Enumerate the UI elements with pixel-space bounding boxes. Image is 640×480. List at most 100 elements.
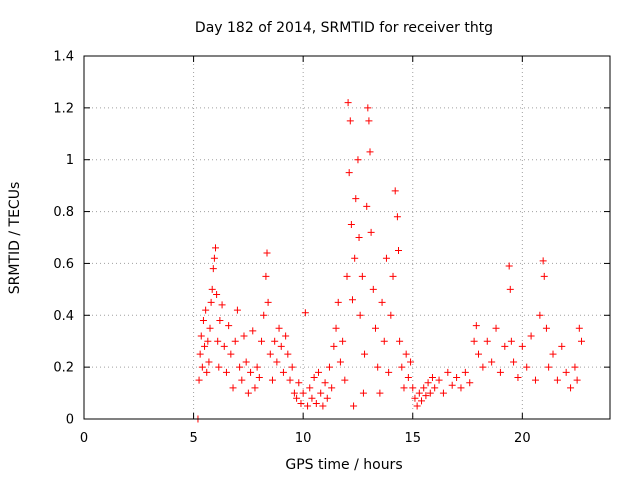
data-point [262,272,270,280]
data-point [573,376,581,384]
data-point [571,363,579,371]
data-point [286,376,294,384]
data-point [413,402,421,410]
data-point [393,213,401,221]
data-point [210,254,218,262]
data-point [218,301,226,309]
data-point [424,379,432,387]
data-point [275,324,283,332]
data-point [308,394,316,402]
y-tick-label: 0.4 [53,309,74,324]
data-point [201,342,209,350]
data-point [315,368,323,376]
data-point [297,399,305,407]
data-point [514,374,522,382]
data-point [359,389,367,397]
data-point [351,254,359,262]
data-point [411,394,419,402]
data-point [260,311,268,319]
data-point [369,285,377,293]
data-point [213,291,221,299]
data-point [470,337,478,345]
data-point [374,363,382,371]
data-point [336,358,344,366]
data-point [400,384,408,392]
data-point [214,337,222,345]
data-point [542,324,550,332]
data-point [367,228,375,236]
data-point [279,368,287,376]
data-point [216,316,224,324]
data-point [255,374,263,382]
data-point [203,368,211,376]
data-point [479,363,487,371]
data-point [266,350,274,358]
data-point [549,350,557,358]
plot-frame [83,55,611,420]
data-point [343,272,351,280]
data-point [483,337,491,345]
data-point [402,350,410,358]
data-point [284,350,292,358]
data-point [347,221,355,229]
data-point [304,402,312,410]
data-point [299,389,307,397]
data-point [330,342,338,350]
data-point [273,358,281,366]
data-point [531,376,539,384]
data-point [444,368,452,376]
data-point [507,337,515,345]
chart-title: Day 182 of 2014, SRMTID for receiver tht… [195,20,493,36]
data-point [363,202,371,210]
data-point [385,368,393,376]
data-point [195,376,203,384]
data-point [196,350,204,358]
x-tick-label: 10 [295,431,312,446]
data-point [293,394,301,402]
data-point [236,363,244,371]
data-point [249,327,257,335]
data-point [345,169,353,177]
data-point [492,324,500,332]
data-point [387,311,395,319]
data-point [364,104,372,112]
data-point [310,374,318,382]
data-point [389,272,397,280]
data-points [194,99,586,423]
data-point [422,392,430,400]
data-point [562,368,570,376]
data-point [209,265,217,273]
data-point [263,249,271,257]
data-point [208,285,216,293]
data-point [277,342,285,350]
data-point [428,374,436,382]
data-point [215,363,223,371]
data-point [518,342,526,350]
data-point [457,384,465,392]
data-point [199,316,207,324]
data-point [475,350,482,358]
data-point [396,337,404,345]
data-point [321,379,329,387]
data-point [395,246,403,254]
data-point [540,272,548,280]
data-point [323,394,331,402]
data-point [448,381,456,389]
data-point [398,363,406,371]
data-point [558,342,566,350]
data-point [242,358,250,366]
data-point [539,257,547,265]
y-tick-label: 0.8 [53,205,74,220]
data-point [312,399,320,407]
x-axis-label: GPS time / hours [285,457,402,473]
grid [84,56,610,419]
data-point [545,363,553,371]
data-point [409,384,417,392]
data-point [472,322,480,330]
data-point [510,358,518,366]
data-point [501,342,509,350]
data-point [220,342,228,350]
data-point [290,389,298,397]
data-point [453,374,461,382]
data-point [231,337,239,345]
